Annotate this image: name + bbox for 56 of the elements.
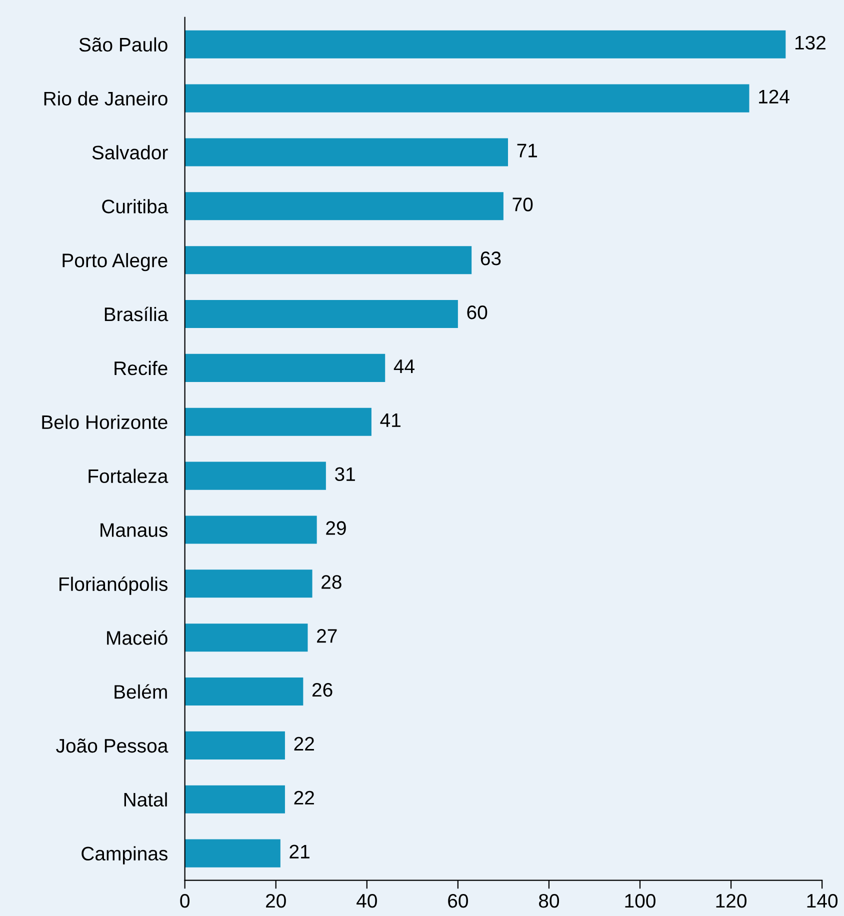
- y-tick-label: Salvador: [92, 145, 168, 160]
- x-tick-label: 20: [266, 894, 286, 908]
- data-label: 22: [294, 790, 314, 804]
- data-label: 132: [795, 36, 826, 50]
- data-label: 71: [517, 144, 538, 158]
- data-label: 44: [394, 360, 414, 373]
- y-tick-label: Natal: [124, 792, 167, 807]
- bar: [184, 192, 504, 220]
- y-tick-label: Maceió: [107, 630, 168, 645]
- bar: [184, 30, 786, 58]
- y-tick-label: Curitiba: [102, 199, 168, 214]
- x-tick-label: 40: [356, 894, 377, 908]
- y-tick-label: São Paulo: [79, 37, 168, 52]
- bar: [184, 300, 458, 328]
- x-tick-label: 0: [180, 894, 190, 908]
- data-label: 124: [759, 90, 790, 104]
- data-label: 63: [480, 252, 501, 266]
- bar: [184, 462, 326, 490]
- bar: [184, 570, 312, 598]
- data-label: 21: [290, 844, 310, 858]
- y-tick-label: Brasília: [104, 306, 168, 322]
- y-tick-label: Recife: [114, 360, 168, 376]
- data-label: 28: [322, 575, 342, 589]
- data-label: 70: [512, 198, 533, 212]
- bar: [184, 785, 285, 814]
- x-tick-label: 120: [716, 894, 746, 908]
- data-label: 41: [380, 414, 400, 427]
- data-label: 26: [312, 682, 332, 697]
- data-label: 29: [326, 521, 346, 535]
- data-label: 31: [335, 467, 355, 482]
- y-tick-label: Rio de Janeiro: [44, 91, 168, 106]
- x-tick-label: 140: [807, 894, 838, 908]
- bar: [184, 678, 304, 706]
- bar: [184, 408, 372, 436]
- x-tick-label: 100: [625, 894, 656, 908]
- bar: [184, 624, 308, 652]
- y-tick-label: João Pessoa: [56, 738, 168, 753]
- data-label: 60: [467, 305, 488, 320]
- y-tick-label: Belém: [114, 684, 167, 699]
- bar: [184, 839, 280, 868]
- x-tick-label: 60: [448, 894, 468, 908]
- data-label: 27: [317, 629, 337, 643]
- y-tick-label: Manaus: [100, 523, 168, 537]
- x-tick-label: 80: [538, 894, 560, 908]
- bar: [184, 138, 508, 166]
- y-tick-label: Campinas: [82, 846, 168, 864]
- bar: [184, 516, 317, 544]
- y-tick-label: Fortaleza: [88, 468, 168, 484]
- y-tick-label: Belo Horizonte: [42, 414, 168, 430]
- bar: [184, 84, 750, 112]
- bar: [184, 731, 285, 760]
- data-label: 22: [294, 736, 314, 750]
- y-tick-label: Florianópolis: [60, 576, 168, 595]
- bar: [184, 246, 472, 274]
- y-tick-label: Porto Alegre: [62, 253, 168, 272]
- bar: [184, 354, 386, 382]
